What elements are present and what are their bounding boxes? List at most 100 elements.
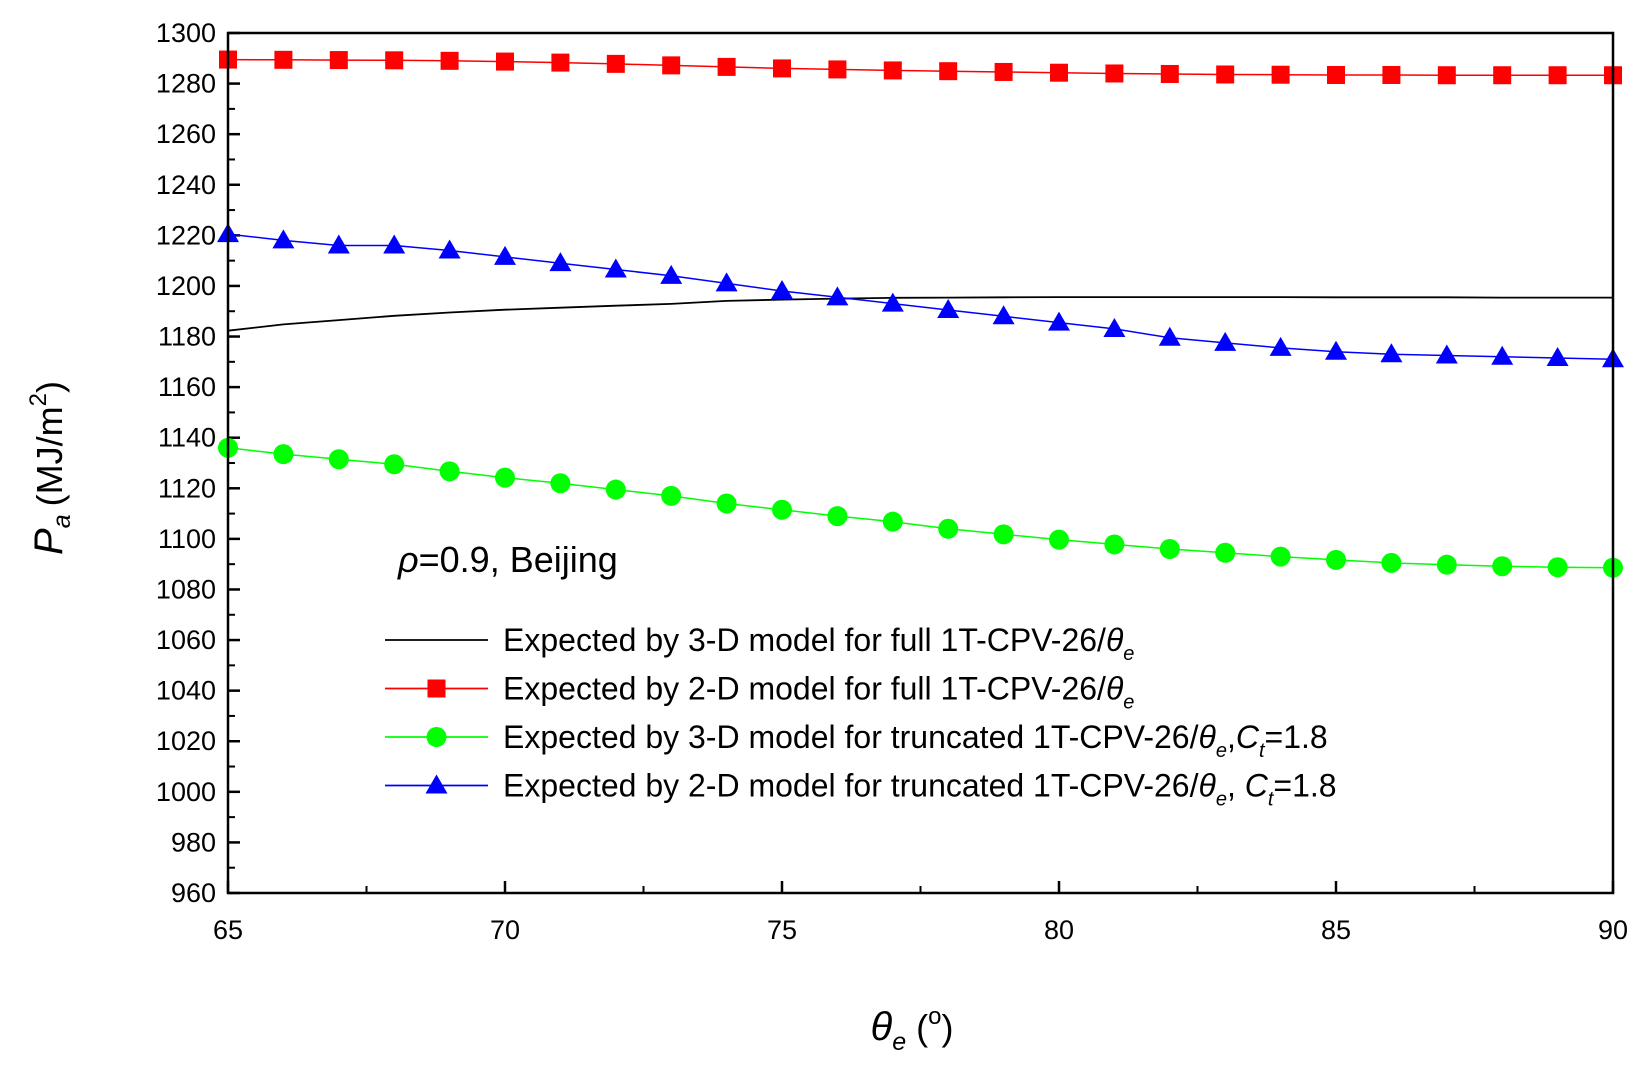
data-point [1547, 557, 1568, 578]
legend-label-part: C [1236, 719, 1260, 755]
series-1 [227, 296, 1613, 332]
y-tick-label: 960 [171, 878, 216, 908]
legend-label-part: , [1227, 719, 1236, 755]
data-point [440, 51, 459, 70]
legend-label-part: t [1259, 740, 1266, 762]
x-axis-unit-sup: o [928, 1003, 941, 1030]
data-point [495, 467, 515, 488]
series-line [227, 58, 1613, 76]
data-point [1103, 317, 1126, 337]
x-tick-label: 75 [767, 915, 797, 945]
legend-swatch-marker [427, 679, 446, 698]
legend-item: Expected by 2-D model for truncated 1T-C… [385, 768, 1337, 811]
data-point [1216, 65, 1235, 84]
legend-item: Expected by 2-D model for full 1T-CPV-26… [385, 671, 1134, 714]
data-point [1105, 64, 1124, 83]
data-point [1159, 539, 1180, 559]
annotation-symbol: ρ [397, 539, 419, 580]
data-point [329, 51, 348, 70]
data-point [1436, 554, 1457, 575]
data-point [827, 506, 848, 527]
data-point [1326, 549, 1346, 570]
data-point [662, 56, 681, 75]
data-point [494, 245, 516, 265]
y-tick-label: 1160 [158, 372, 216, 402]
y-tick-label: 1140 [158, 423, 216, 453]
x-tick-label: 90 [1598, 915, 1628, 945]
data-point [605, 479, 626, 500]
x-axis-unit-close: ) [941, 1007, 953, 1048]
data-point [1048, 311, 1070, 331]
data-point [1435, 344, 1458, 364]
data-point [826, 286, 849, 306]
data-point [1049, 529, 1069, 550]
y-tick-label: 1180 [158, 322, 216, 352]
plot-frame [226, 31, 1615, 895]
data-point [272, 229, 295, 249]
legend-label-part: e [1216, 789, 1227, 811]
legend-label-part: t [1268, 789, 1275, 811]
data-point [1437, 66, 1456, 85]
annotation-rest: =0.9, Beijing [419, 539, 618, 580]
y-tick-label: 1280 [156, 69, 216, 99]
legend-label-part: Expected by 3-D model for truncated 1T-C… [503, 719, 1199, 755]
data-point [660, 264, 683, 284]
x-tick-label: 80 [1044, 915, 1074, 945]
series-3 [218, 437, 1623, 578]
data-point [881, 292, 904, 312]
data-point [661, 485, 682, 506]
y-tick-label: 1200 [156, 271, 216, 301]
data-point [1158, 326, 1181, 346]
legend-label-part: Expected by 2-D model for full 1T-CPV-26… [503, 671, 1106, 707]
y-tick-label: 1080 [156, 574, 216, 604]
data-point [439, 461, 460, 482]
data-point [716, 493, 737, 514]
data-point [1381, 552, 1402, 573]
y-tick-label: 1300 [156, 18, 216, 48]
data-point [550, 473, 571, 494]
legend-label-part: θ [1198, 719, 1216, 755]
data-point [715, 272, 738, 292]
y-axis-subscript: a [48, 514, 76, 528]
data-point [1160, 64, 1179, 83]
data-point [882, 511, 903, 532]
data-point [1215, 542, 1236, 563]
data-point [771, 280, 793, 299]
y-axis-ticks: 960 980 1000 1020 1040 1060 1080 1100 1120 1140 11… [156, 18, 240, 908]
x-axis-ticks: 65 70 75 80 85 90 [213, 881, 1628, 945]
data-point [274, 50, 293, 69]
data-point [938, 518, 959, 539]
y-tick-label: 1220 [156, 220, 216, 250]
data-point [327, 234, 350, 254]
x-axis-subscript: e [892, 1028, 906, 1056]
legend-swatch-marker [426, 727, 447, 747]
y-tick-label: 1040 [156, 676, 216, 706]
x-axis-unit-open: ( [916, 1007, 928, 1048]
data-point [384, 454, 405, 475]
series-4 [217, 223, 1624, 368]
x-tick-label: 65 [213, 915, 243, 945]
data-point [1546, 347, 1569, 367]
data-point [1269, 336, 1292, 356]
y-axis-symbol: P [27, 528, 71, 555]
data-point [1493, 66, 1512, 85]
legend-swatch-marker [425, 774, 448, 794]
data-point [328, 449, 349, 470]
x-axis-symbol: θ [871, 1005, 893, 1049]
y-tick-label: 1100 [158, 524, 216, 554]
legend-item: Expected by 3-D model for truncated 1T-C… [385, 719, 1328, 762]
series-layer [217, 50, 1624, 578]
y-tick-label: 980 [171, 827, 216, 857]
series-line [227, 233, 1614, 361]
x-tick-label: 70 [490, 915, 520, 945]
data-point [1382, 65, 1401, 84]
data-point [1492, 556, 1513, 577]
x-tick-label: 85 [1321, 915, 1351, 945]
data-point [993, 524, 1014, 545]
data-point [937, 298, 960, 318]
data-point [438, 239, 461, 259]
data-point [383, 234, 406, 254]
legend-label-part: =1.8 [1273, 768, 1336, 804]
y-tick-label: 1120 [158, 473, 216, 503]
legend-label-part: Expected by 3-D model for full 1T-CPV-26… [503, 622, 1106, 658]
